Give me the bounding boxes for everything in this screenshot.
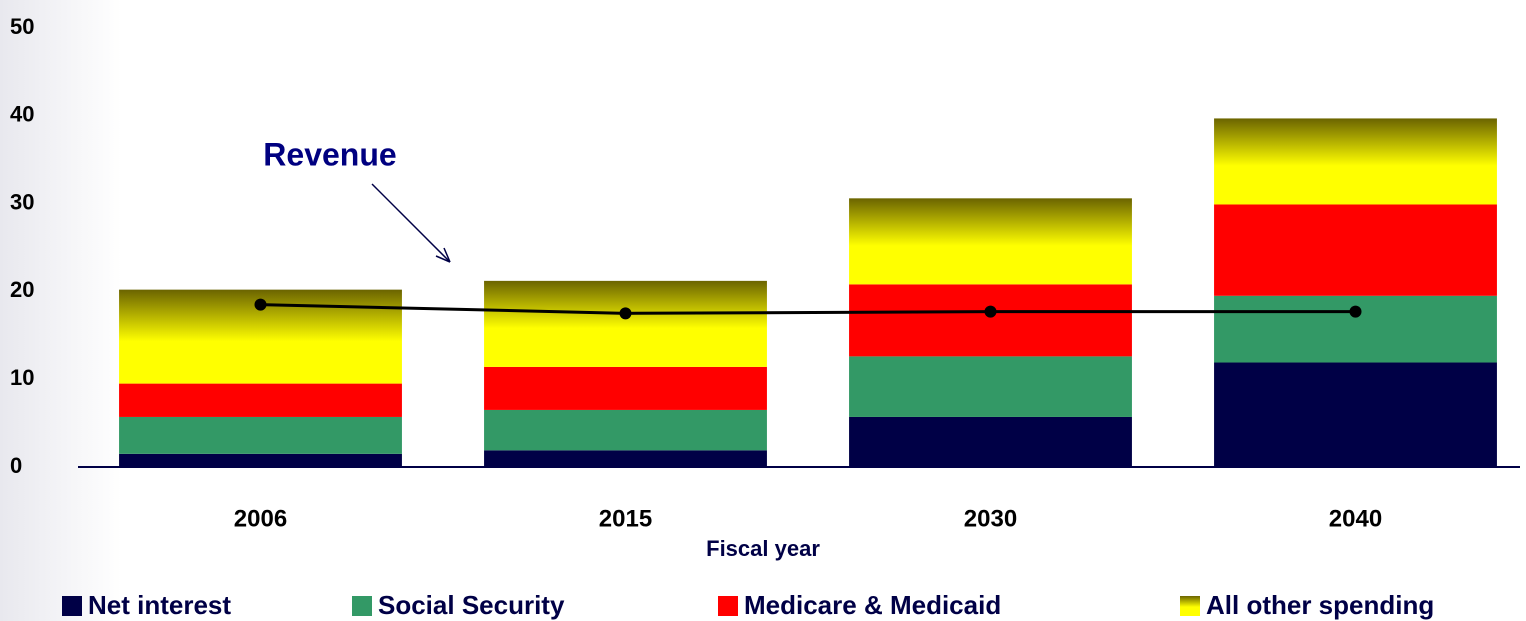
arrow-head (435, 247, 451, 263)
y-tick-label: 20 (10, 277, 34, 302)
legend-label: Social Security (378, 590, 565, 620)
bar-segment (1214, 204, 1497, 296)
y-tick-label: 40 (10, 102, 34, 127)
bar-segment (484, 366, 767, 410)
annotation: Revenue (263, 136, 396, 172)
bar-segment (849, 284, 1132, 357)
legend-label: Net interest (88, 590, 231, 620)
revenue-point (1349, 305, 1362, 318)
revenue-point (254, 298, 267, 311)
bar-segment (849, 416, 1132, 467)
x-axis-label: Fiscal year (706, 536, 820, 561)
x-tick-label: 2040 (1329, 505, 1382, 532)
bar-segment (484, 280, 767, 367)
revenue-point (619, 307, 632, 320)
bar-segment (119, 383, 402, 417)
y-tick-label: 50 (10, 14, 34, 39)
x-tick-label: 2006 (234, 505, 287, 532)
bar-segment (119, 453, 402, 467)
legend-swatch (718, 596, 738, 616)
y-tick-label: 0 (10, 453, 22, 478)
legend-swatch (352, 596, 372, 616)
bar-segment (849, 356, 1132, 417)
legend-label: All other spending (1206, 590, 1434, 620)
y-tick-label: 30 (10, 189, 34, 214)
bar-segment (849, 198, 1132, 285)
x-tick-label: 2015 (599, 505, 652, 532)
revenue-point (984, 305, 997, 318)
legend-swatch (62, 596, 82, 616)
bar-segment (484, 450, 767, 467)
bar-segment (119, 416, 402, 454)
legend-label: Medicare & Medicaid (744, 590, 1001, 620)
bar-segment (1214, 118, 1497, 205)
bar-segment (1214, 362, 1497, 467)
y-tick-label: 10 (10, 365, 34, 390)
bar-segment (484, 409, 767, 451)
revenue-line (260, 303, 1356, 315)
annotation-arrow (371, 183, 451, 263)
x-tick-label: 2030 (964, 505, 1017, 532)
legend-swatch (1180, 596, 1200, 616)
